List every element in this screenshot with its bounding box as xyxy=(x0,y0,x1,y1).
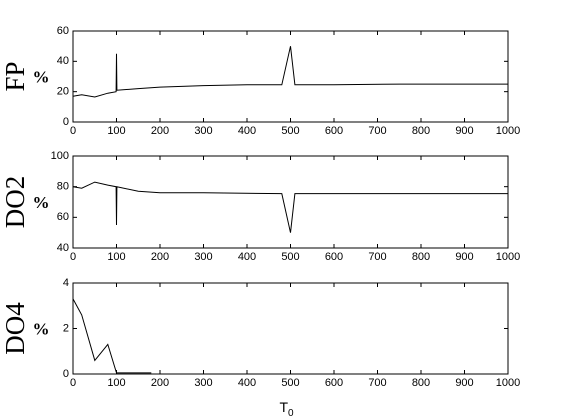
x-tick-label: 600 xyxy=(325,377,343,389)
y-axis-unit: % xyxy=(33,320,50,339)
x-tick-label: 200 xyxy=(151,377,169,389)
x-tick-label: 600 xyxy=(325,251,343,263)
plot-frame xyxy=(72,282,509,375)
x-tick-label: 800 xyxy=(412,251,430,263)
x-tick-label: 800 xyxy=(412,125,430,137)
y-axis-label: FP xyxy=(0,61,30,91)
y-tick-label: 60 xyxy=(57,211,69,223)
x-tick-label: 700 xyxy=(368,125,386,137)
x-tick-label: 1000 xyxy=(496,125,520,137)
y-tick-label: 0 xyxy=(63,116,69,128)
x-axis-label: T0 xyxy=(279,399,294,419)
x-tick-label: 300 xyxy=(194,251,212,263)
y-tick-label: 2 xyxy=(63,322,69,334)
x-tick-label: 500 xyxy=(281,377,299,389)
x-tick-label: 600 xyxy=(325,125,343,137)
y-axis-label: DO4 xyxy=(0,302,30,355)
x-axis-label-subscript: 0 xyxy=(288,408,294,419)
x-tick-label: 100 xyxy=(107,377,125,389)
y-tick-label: 100 xyxy=(51,150,69,162)
x-tick-label: 200 xyxy=(151,251,169,263)
y-tick-label: 20 xyxy=(57,86,69,98)
y-axis-unit: % xyxy=(33,68,50,87)
y-tick-label: 60 xyxy=(57,25,69,37)
x-tick-label: 400 xyxy=(238,251,256,263)
y-tick-label: 80 xyxy=(57,181,69,193)
x-tick-label: 200 xyxy=(151,125,169,137)
x-tick-label: 400 xyxy=(238,125,256,137)
x-tick-label: 300 xyxy=(194,125,212,137)
data-line xyxy=(72,298,152,374)
x-tick-label: 500 xyxy=(281,251,299,263)
x-tick-label: 400 xyxy=(238,377,256,389)
x-axis-label-main: T xyxy=(279,399,288,415)
x-tick-label: 0 xyxy=(70,251,76,263)
x-tick-label: 1000 xyxy=(496,251,520,263)
x-tick-label: 300 xyxy=(194,377,212,389)
x-tick-label: 100 xyxy=(107,125,125,137)
plot-frame xyxy=(72,155,509,249)
y-tick-label: 40 xyxy=(57,242,69,254)
x-tick-label: 700 xyxy=(368,251,386,263)
x-tick-label: 100 xyxy=(107,251,125,263)
y-tick-label: 40 xyxy=(57,55,69,67)
y-tick-label: 0 xyxy=(63,368,69,380)
y-axis-unit: % xyxy=(33,193,50,212)
x-tick-label: 900 xyxy=(455,251,473,263)
x-tick-label: 0 xyxy=(70,125,76,137)
y-axis-label: DO2 xyxy=(0,176,30,229)
x-tick-label: 1000 xyxy=(496,377,520,389)
x-tick-label: 500 xyxy=(281,125,299,137)
x-tick-label: 900 xyxy=(455,377,473,389)
x-tick-label: 700 xyxy=(368,377,386,389)
x-tick-label: 800 xyxy=(412,377,430,389)
y-tick-label: 4 xyxy=(63,277,69,289)
data-line xyxy=(72,46,508,98)
x-tick-label: 0 xyxy=(70,377,76,389)
plot-frame xyxy=(72,30,509,123)
data-line xyxy=(72,181,508,233)
x-tick-label: 900 xyxy=(455,125,473,137)
